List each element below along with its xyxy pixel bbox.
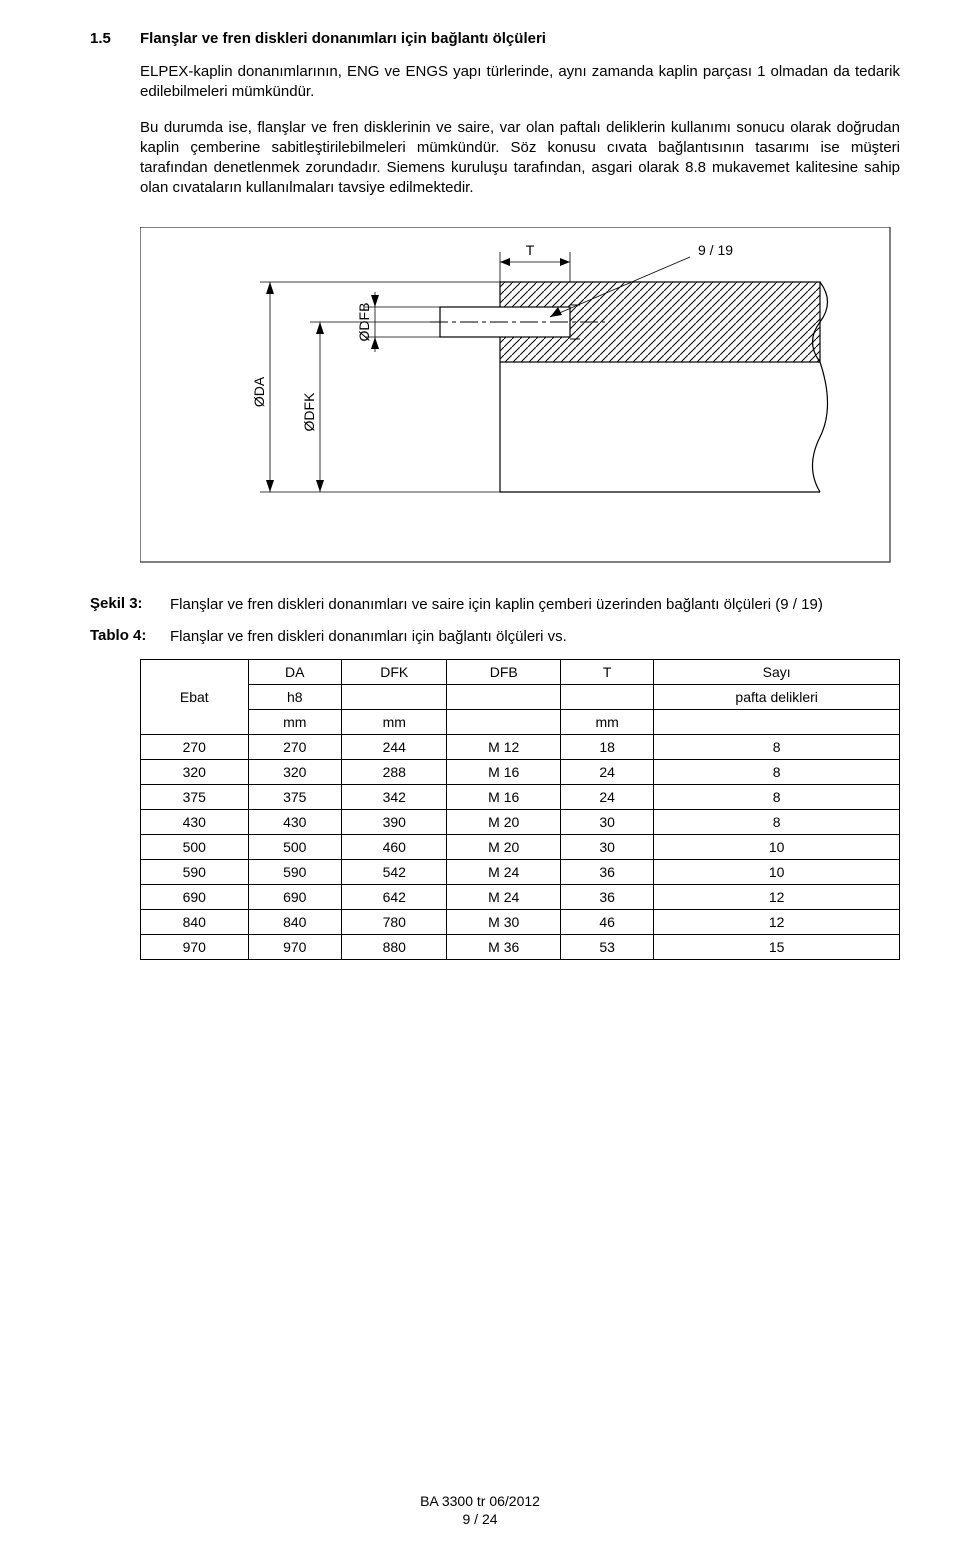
dimension-table: Ebat DA DFK DFB T Sayı h8 pafta delikler… [140,659,900,960]
cell: 270 [141,735,249,760]
label-DA: ØDA [251,376,267,407]
cell: 270 [248,735,342,760]
cell: 542 [342,860,447,885]
col-T-mm: mm [560,710,653,735]
figure-caption-label: Şekil 3: [90,595,170,615]
table-caption: Tablo 4: Flanşlar ve fren diskleri donan… [90,627,900,647]
cell: 10 [654,835,900,860]
cell: 36 [560,885,653,910]
footer-line-2: 9 / 24 [0,1510,960,1528]
figure-caption: Şekil 3: Flanşlar ve fren diskleri donan… [90,595,900,615]
table-row: 320320288M 16248 [141,760,900,785]
cell: 24 [560,760,653,785]
cell: 460 [342,835,447,860]
cell: 430 [141,810,249,835]
cell: 12 [654,910,900,935]
paragraph-1: ELPEX-kaplin donanımlarının, ENG ve ENGS… [140,62,900,103]
section-number: 1.5 [90,30,140,47]
cell: 24 [560,785,653,810]
cell: 30 [560,835,653,860]
col-DFK: DFK [342,660,447,685]
page: 1.5 Flanşlar ve fren diskleri donanımlar… [0,0,960,1548]
cell: 780 [342,910,447,935]
cell: 8 [654,760,900,785]
cell: 46 [560,910,653,935]
cell: 430 [248,810,342,835]
figure-3: T 9 / 19 ØDA ØDFK [140,227,900,567]
cell: 375 [248,785,342,810]
table-row: 270270244M 12188 [141,735,900,760]
table-caption-label: Tablo 4: [90,627,170,647]
cell: 970 [141,935,249,960]
cell: 500 [141,835,249,860]
section-heading: 1.5 Flanşlar ve fren diskleri donanımlar… [90,30,900,47]
cell: M 12 [447,735,560,760]
cell: 320 [141,760,249,785]
label-DFB: ØDFB [356,302,372,341]
cell: 642 [342,885,447,910]
cell: 8 [654,785,900,810]
table-row: 970970880M 365315 [141,935,900,960]
cell: 53 [560,935,653,960]
table-row: 590590542M 243610 [141,860,900,885]
table-row: 375375342M 16248 [141,785,900,810]
cell: 36 [560,860,653,885]
cell: 12 [654,885,900,910]
cell: 8 [654,810,900,835]
cell: M 36 [447,935,560,960]
cell: 690 [141,885,249,910]
section-title: Flanşlar ve fren diskleri donanımları iç… [140,30,546,47]
col-DA: DA [248,660,342,685]
figure-svg: T 9 / 19 ØDA ØDFK [140,227,900,567]
cell: M 24 [447,885,560,910]
cell: 880 [342,935,447,960]
cell: M 16 [447,785,560,810]
cell: 18 [560,735,653,760]
cell: 342 [342,785,447,810]
table-caption-text: Flanşlar ve fren diskleri donanımları iç… [170,627,900,647]
col-DFB: DFB [447,660,560,685]
cell: 500 [248,835,342,860]
cell: 390 [342,810,447,835]
cell: 15 [654,935,900,960]
cell: 8 [654,735,900,760]
cell: 375 [141,785,249,810]
cell: 840 [141,910,249,935]
footer-line-1: BA 3300 tr 06/2012 [0,1492,960,1510]
col-ebat: Ebat [141,660,249,735]
cell: 10 [654,860,900,885]
cell: 288 [342,760,447,785]
cell: M 24 [447,860,560,885]
label-DFK: ØDFK [301,391,317,431]
cell: M 30 [447,910,560,935]
cell: M 20 [447,810,560,835]
col-T: T [560,660,653,685]
col-sayi: Sayı [654,660,900,685]
cell: 590 [248,860,342,885]
cell: 244 [342,735,447,760]
table-row: 500500460M 203010 [141,835,900,860]
col-DA-mm: mm [248,710,342,735]
cell: 30 [560,810,653,835]
cell: 840 [248,910,342,935]
label-ratio: 9 / 19 [698,242,733,258]
col-sayi-sub: pafta delikleri [654,685,900,710]
table-4: Ebat DA DFK DFB T Sayı h8 pafta delikler… [140,659,900,960]
label-T: T [526,242,535,258]
col-DA-h8: h8 [248,685,342,710]
cell: 970 [248,935,342,960]
cell: 320 [248,760,342,785]
table-row: 690690642M 243612 [141,885,900,910]
cell: 590 [141,860,249,885]
cell: 690 [248,885,342,910]
paragraph-2: Bu durumda ise, flanşlar ve fren diskler… [140,118,900,199]
figure-caption-text: Flanşlar ve fren diskleri donanımları ve… [170,595,900,615]
page-footer: BA 3300 tr 06/2012 9 / 24 [0,1492,960,1528]
cell: M 16 [447,760,560,785]
table-row: 430430390M 20308 [141,810,900,835]
col-DFK-mm: mm [342,710,447,735]
cell: M 20 [447,835,560,860]
table-row: 840840780M 304612 [141,910,900,935]
